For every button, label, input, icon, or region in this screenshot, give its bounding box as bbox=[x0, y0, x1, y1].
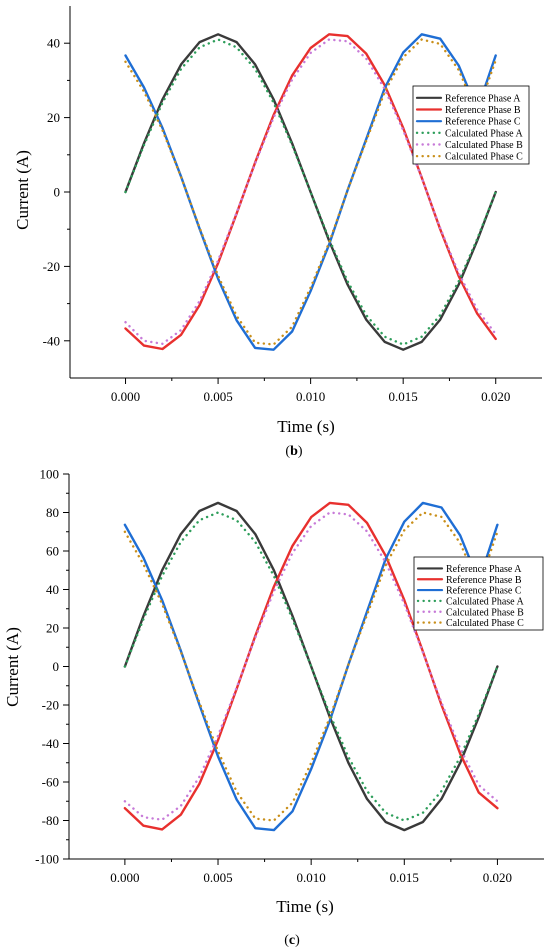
panel-caption: (b) bbox=[285, 444, 302, 459]
y-tick-label: 40 bbox=[47, 36, 60, 51]
x-tick-label: 0.015 bbox=[389, 389, 418, 404]
legend-label: Calculated Phase B bbox=[445, 140, 523, 151]
x-tick-label: 0.005 bbox=[203, 870, 232, 885]
y-tick-label: 0 bbox=[53, 659, 60, 674]
x-tick-label: 0.010 bbox=[296, 389, 325, 404]
x-tick-label: 0.005 bbox=[203, 389, 232, 404]
y-tick-label: -40 bbox=[43, 333, 60, 348]
series-line bbox=[124, 38, 497, 345]
series-line bbox=[123, 511, 499, 821]
y-tick-label: 40 bbox=[46, 582, 59, 597]
legend-label: Calculated Phase C bbox=[445, 152, 523, 163]
legend-label: Reference Phase A bbox=[445, 93, 521, 104]
series-line bbox=[124, 33, 497, 351]
y-axis-label: Current (A) bbox=[3, 627, 22, 707]
legend-label: Calculated Phase A bbox=[446, 596, 525, 607]
panel-caption: (c) bbox=[284, 933, 300, 948]
x-tick-label: 0.020 bbox=[483, 870, 512, 885]
legend-box bbox=[412, 85, 530, 165]
x-tick-label: 0.015 bbox=[390, 870, 419, 885]
legend-label: Reference Phase A bbox=[446, 564, 522, 575]
y-tick-label: 80 bbox=[46, 505, 59, 520]
chart-panel-b: Time (s) Current (A) (b) 0.000 0.005 0.010… bbox=[13, 6, 542, 459]
x-tick-label: 0.000 bbox=[110, 870, 139, 885]
x-tick-label: 0.010 bbox=[297, 870, 326, 885]
panel-caption-letter: b bbox=[290, 444, 298, 459]
legend-label: Calculated Phase C bbox=[446, 618, 524, 629]
x-tick-label: 0.000 bbox=[111, 389, 140, 404]
series-line bbox=[123, 501, 499, 831]
series-line bbox=[124, 38, 497, 346]
series-line bbox=[123, 511, 499, 822]
x-axis-label: Time (s) bbox=[277, 417, 334, 436]
legend-label: Calculated Phase A bbox=[445, 128, 524, 139]
x-axis-label: Time (s) bbox=[276, 897, 333, 916]
panel-caption-letter: c bbox=[289, 933, 295, 948]
legend-label: Calculated Phase B bbox=[446, 607, 524, 618]
y-tick-label: -20 bbox=[42, 698, 59, 713]
x-tick-label: 0.020 bbox=[481, 389, 510, 404]
series-line bbox=[123, 511, 499, 822]
y-tick-label: 0 bbox=[54, 185, 61, 200]
y-tick-label: -80 bbox=[42, 813, 59, 828]
y-tick-label: 20 bbox=[46, 621, 59, 636]
y-tick-label: 100 bbox=[40, 467, 60, 482]
y-tick-label: -40 bbox=[42, 736, 59, 751]
legend-label: Reference Phase B bbox=[445, 105, 521, 116]
y-tick-label: 20 bbox=[47, 110, 60, 125]
y-tick-label: -100 bbox=[35, 852, 59, 867]
series-line bbox=[124, 38, 497, 346]
chart-panel-c: Time (s) Current (A) (c) 0.000 0.005 0.010… bbox=[3, 467, 544, 948]
y-tick-label: -20 bbox=[43, 259, 60, 274]
legend-label: Reference Phase B bbox=[446, 575, 522, 586]
y-tick-label: 60 bbox=[46, 544, 59, 559]
series-line bbox=[123, 501, 499, 832]
y-axis-label: Current (A) bbox=[13, 150, 32, 230]
y-tick-label: -60 bbox=[42, 775, 59, 790]
legend-label: Reference Phase C bbox=[445, 117, 521, 128]
legend-label: Reference Phase C bbox=[446, 586, 522, 597]
